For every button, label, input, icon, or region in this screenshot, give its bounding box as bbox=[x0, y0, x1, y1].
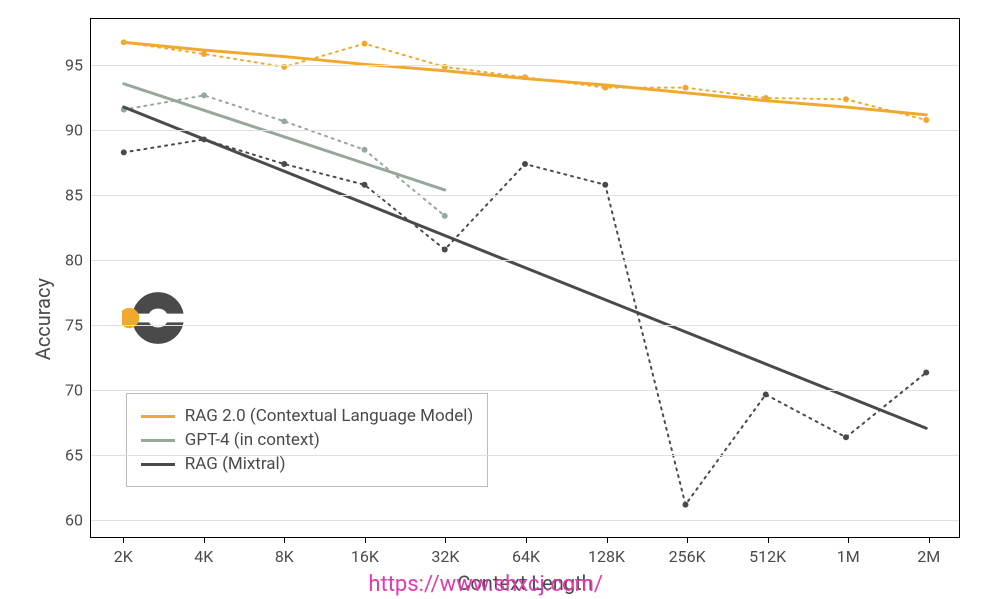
legend-item-rag-mixtral: RAG (Mixtral) bbox=[141, 452, 474, 476]
series-marker-gpt4 bbox=[442, 213, 448, 219]
x-tick-label: 128K bbox=[588, 547, 625, 566]
legend-item-gpt4: GPT-4 (in context) bbox=[141, 428, 474, 452]
y-tick-label: 80 bbox=[65, 250, 83, 269]
gridline bbox=[91, 455, 959, 456]
plot-area: Accuracy Context Length RAG 2.0 (Context… bbox=[90, 18, 960, 538]
series-marker-gpt4 bbox=[201, 92, 207, 98]
y-axis-label: Accuracy bbox=[31, 278, 55, 360]
series-marker-rag2 bbox=[602, 85, 608, 91]
series-marker-rag2 bbox=[923, 117, 929, 123]
x-tick bbox=[284, 537, 285, 543]
x-tick-label: 2K bbox=[114, 547, 133, 566]
legend-label: RAG 2.0 (Contextual Language Model) bbox=[185, 406, 474, 426]
series-marker-rag_mixtral bbox=[281, 161, 287, 167]
x-tick-label: 4K bbox=[194, 547, 213, 566]
series-trend-rag_mixtral bbox=[124, 107, 926, 428]
x-tick bbox=[445, 537, 446, 543]
series-marker-rag2 bbox=[522, 74, 528, 80]
gridline bbox=[91, 195, 959, 196]
series-marker-rag_mixtral bbox=[121, 149, 127, 155]
x-tick bbox=[768, 537, 769, 543]
x-tick bbox=[687, 537, 688, 543]
gridline bbox=[91, 260, 959, 261]
x-tick-label: 32K bbox=[431, 547, 459, 566]
series-marker-rag_mixtral bbox=[843, 434, 849, 440]
gridline bbox=[91, 325, 959, 326]
legend-swatch-icon bbox=[141, 463, 175, 466]
y-tick-label: 95 bbox=[65, 55, 83, 74]
gridline bbox=[91, 130, 959, 131]
gridline bbox=[91, 390, 959, 391]
x-tick bbox=[607, 537, 608, 543]
series-trend-gpt4 bbox=[124, 84, 445, 190]
x-tick-label: 512K bbox=[749, 547, 786, 566]
series-marker-rag_mixtral bbox=[763, 392, 769, 398]
series-data-gpt4 bbox=[124, 95, 445, 215]
legend-swatch-icon bbox=[141, 415, 175, 418]
y-tick-label: 60 bbox=[65, 510, 83, 529]
y-tick-label: 65 bbox=[65, 445, 83, 464]
x-tick-label: 16K bbox=[351, 547, 379, 566]
chart-container: Accuracy Context Length RAG 2.0 (Context… bbox=[0, 0, 985, 599]
legend-label: RAG (Mixtral) bbox=[185, 454, 286, 474]
series-marker-rag2 bbox=[201, 51, 207, 57]
x-tick bbox=[526, 537, 527, 543]
y-tick-label: 85 bbox=[65, 185, 83, 204]
series-marker-gpt4 bbox=[281, 118, 287, 124]
x-tick bbox=[123, 537, 124, 543]
legend-swatch-icon bbox=[141, 439, 175, 442]
gridline bbox=[91, 65, 959, 66]
series-marker-rag_mixtral bbox=[362, 182, 368, 188]
series-marker-rag_mixtral bbox=[442, 247, 448, 253]
y-tick-label: 75 bbox=[65, 315, 83, 334]
series-marker-rag2 bbox=[362, 41, 368, 47]
brand-logo-icon bbox=[122, 282, 194, 354]
x-tick-label: 1M bbox=[837, 547, 860, 566]
x-tick-label: 8K bbox=[275, 547, 294, 566]
series-marker-rag2 bbox=[121, 39, 127, 45]
series-marker-rag2 bbox=[763, 95, 769, 101]
x-tick-label: 64K bbox=[512, 547, 540, 566]
series-marker-gpt4 bbox=[362, 147, 368, 153]
x-tick-label: 2M bbox=[917, 547, 940, 566]
x-tick-label: 256K bbox=[669, 547, 706, 566]
series-marker-rag2 bbox=[843, 96, 849, 102]
series-marker-rag_mixtral bbox=[683, 502, 689, 508]
y-tick-label: 90 bbox=[65, 120, 83, 139]
x-tick bbox=[929, 537, 930, 543]
legend: RAG 2.0 (Contextual Language Model) GPT-… bbox=[126, 393, 489, 487]
x-tick bbox=[365, 537, 366, 543]
series-marker-rag_mixtral bbox=[201, 136, 207, 142]
watermark-url: https://www.shxcj.com/ bbox=[368, 572, 603, 597]
x-tick bbox=[848, 537, 849, 543]
legend-label: GPT-4 (in context) bbox=[185, 430, 320, 450]
series-marker-rag2 bbox=[683, 85, 689, 91]
series-marker-rag_mixtral bbox=[602, 182, 608, 188]
legend-item-rag2: RAG 2.0 (Contextual Language Model) bbox=[141, 404, 474, 428]
series-marker-rag_mixtral bbox=[522, 161, 528, 167]
series-marker-rag_mixtral bbox=[923, 370, 929, 376]
gridline bbox=[91, 520, 959, 521]
x-tick bbox=[204, 537, 205, 543]
y-tick-label: 70 bbox=[65, 380, 83, 399]
